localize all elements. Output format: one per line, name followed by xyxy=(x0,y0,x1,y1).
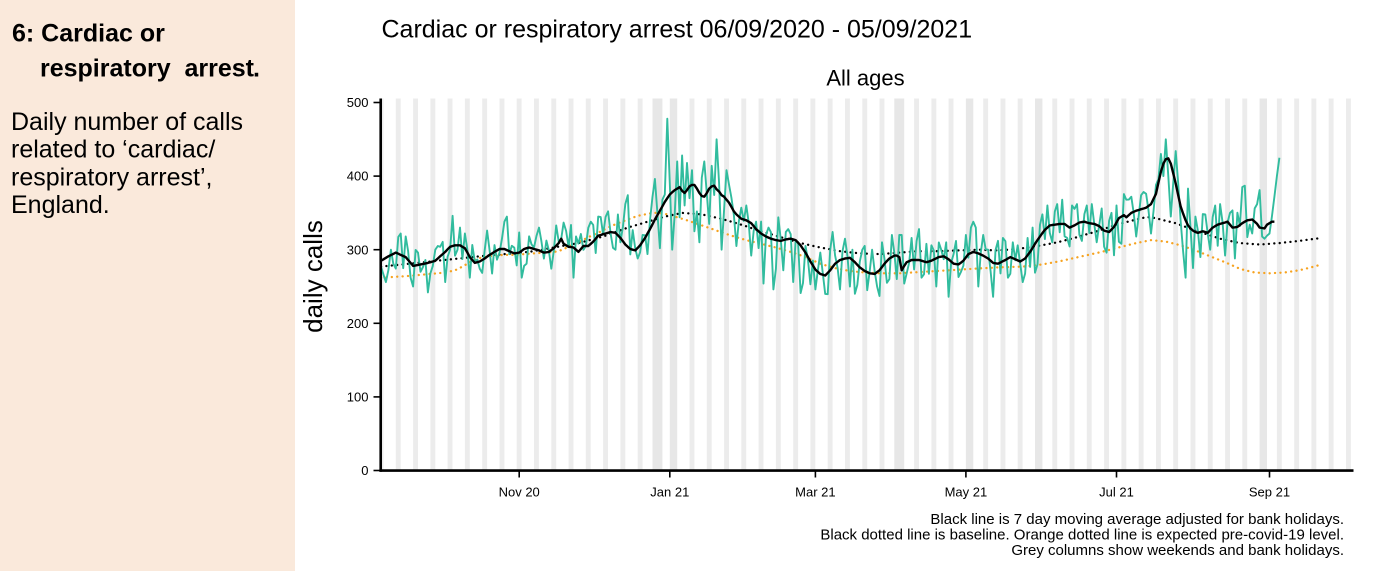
svg-text:500: 500 xyxy=(347,95,369,110)
svg-text:Cardiac or respiratory arrest: Cardiac or respiratory arrest 06/09/2020… xyxy=(382,16,973,44)
svg-text:400: 400 xyxy=(347,169,369,184)
svg-text:200: 200 xyxy=(347,316,369,331)
svg-text:Grey columns show weekends and: Grey columns show weekends and bank holi… xyxy=(1011,542,1344,559)
svg-text:Black line is 7 day moving ave: Black line is 7 day moving average adjus… xyxy=(930,511,1344,528)
svg-text:Nov 20: Nov 20 xyxy=(499,484,540,499)
svg-text:respiratory arrest’,: respiratory arrest’, xyxy=(11,163,212,191)
svg-text:100: 100 xyxy=(347,390,369,405)
svg-text:Black dotted line is baseline.: Black dotted line is baseline. Orange do… xyxy=(820,526,1344,543)
svg-text:Jul 21: Jul 21 xyxy=(1099,484,1134,499)
svg-text:related to ‘cardiac/: related to ‘cardiac/ xyxy=(11,136,215,164)
svg-text:Sep 21: Sep 21 xyxy=(1249,484,1290,499)
svg-text:All ages: All ages xyxy=(826,66,904,91)
svg-text:daily calls: daily calls xyxy=(298,220,328,333)
svg-text:respiratory arrest.: respiratory arrest. xyxy=(40,55,260,83)
svg-text:300: 300 xyxy=(347,242,369,257)
svg-text:England.: England. xyxy=(11,191,110,219)
svg-text:Jan 21: Jan 21 xyxy=(650,484,689,499)
svg-text:Mar 21: Mar 21 xyxy=(795,484,835,499)
svg-text:0: 0 xyxy=(361,463,368,478)
svg-text:6: Cardiac or: 6: Cardiac or xyxy=(12,20,165,48)
svg-text:Daily number of calls: Daily number of calls xyxy=(11,108,243,136)
svg-text:May 21: May 21 xyxy=(945,484,988,499)
